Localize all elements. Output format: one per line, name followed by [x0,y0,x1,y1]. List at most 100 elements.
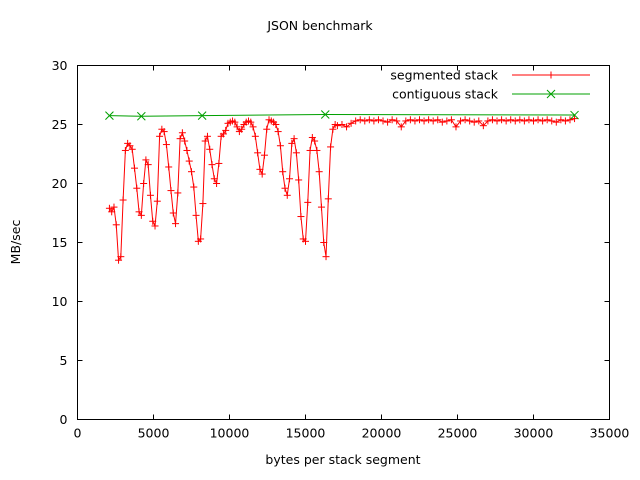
plus-marker [167,187,175,195]
plus-marker [274,128,282,136]
plus-marker [379,117,387,125]
plus-marker [311,137,319,145]
x-tick-label: 30000 [514,426,554,441]
plus-marker [493,117,501,125]
plot-frame [77,65,610,420]
plus-marker [557,116,565,124]
plus-marker [142,156,150,164]
plus-marker [192,211,200,219]
plus-marker [313,146,321,154]
plus-marker [199,200,207,208]
plus-marker [174,189,182,197]
y-tick-label: 30 [52,58,68,73]
plus-marker [457,117,465,125]
plus-marker [416,116,423,124]
plus-marker [112,221,120,229]
plus-marker [571,115,579,123]
plus-marker [498,116,506,124]
plus-marker [149,217,157,225]
plus-marker [534,116,542,124]
plus-marker [156,132,164,140]
plus-marker [126,142,134,150]
series-contiguous-stack [105,110,579,121]
plus-marker [176,135,184,143]
x-tick-label: 5000 [138,426,170,441]
plus-marker [105,204,113,212]
plus-marker [543,116,551,124]
plus-marker [443,117,451,125]
y-tick-label: 10 [52,294,68,309]
plus-marker [183,146,191,154]
plus-marker [178,129,186,137]
cross-marker [105,111,114,121]
plus-marker [128,145,136,153]
plus-marker [452,123,460,131]
legend-label-1: contiguous stack [392,87,499,102]
plus-marker [254,149,262,157]
plus-marker [219,130,227,138]
y-tick-label: 20 [52,176,68,191]
plus-marker [135,208,143,216]
plus-marker [461,116,469,124]
y-axis-ticks: 0 5 10 15 20 25 30 [52,58,610,427]
plus-marker [561,117,569,125]
plus-marker [153,197,161,205]
plus-marker [144,161,152,169]
plus-marker [140,180,148,187]
plus-marker [201,137,209,145]
cross-marker [136,111,146,121]
plus-marker [347,119,355,127]
y-tick-label: 5 [60,353,68,368]
x-axis-label: bytes per stack segment [265,452,420,467]
plus-marker [162,141,170,149]
plus-marker [566,116,574,124]
plus-marker [425,116,433,124]
x-tick-label: 35000 [590,426,630,441]
plus-marker [420,117,428,125]
chart-title: JSON benchmark [266,18,373,33]
plus-marker [288,139,296,147]
plus-marker [165,163,173,171]
plus-marker [470,118,478,126]
plus-marker [397,123,405,131]
plus-marker [169,209,177,217]
plus-marker [117,253,125,261]
plus-marker [539,117,547,125]
plus-marker [231,118,239,126]
plus-marker [475,117,483,125]
y-axis-label: MB/sec [8,220,23,265]
plus-marker [530,117,537,125]
plus-marker [279,168,287,176]
plus-marker [208,161,216,169]
plus-marker [190,183,198,191]
plus-marker [393,117,401,125]
plus-marker [511,117,519,125]
plus-marker [276,142,284,150]
plus-marker [181,137,189,145]
plus-marker [327,143,335,151]
plus-marker [338,121,346,128]
plus-marker [333,122,341,130]
x-tick-label: 20000 [362,426,402,441]
plus-marker [479,122,487,130]
series-segmented-stack [105,115,579,264]
plus-marker [131,164,138,172]
cross-marker [197,111,207,121]
plus-marker [324,195,332,203]
plus-marker [315,168,323,176]
plus-marker [434,116,442,124]
plus-marker [411,117,419,125]
data-series-group [105,110,579,264]
plus-marker [365,116,373,124]
plus-marker [160,128,168,136]
plus-marker [249,123,257,131]
plus-marker [119,196,127,204]
plus-marker [516,116,524,124]
x-tick-label: 10000 [210,426,250,441]
plus-marker [146,191,154,199]
plus-marker [384,118,392,126]
plus-marker [172,220,180,228]
plus-marker [251,132,259,140]
plus-marker [429,117,437,125]
